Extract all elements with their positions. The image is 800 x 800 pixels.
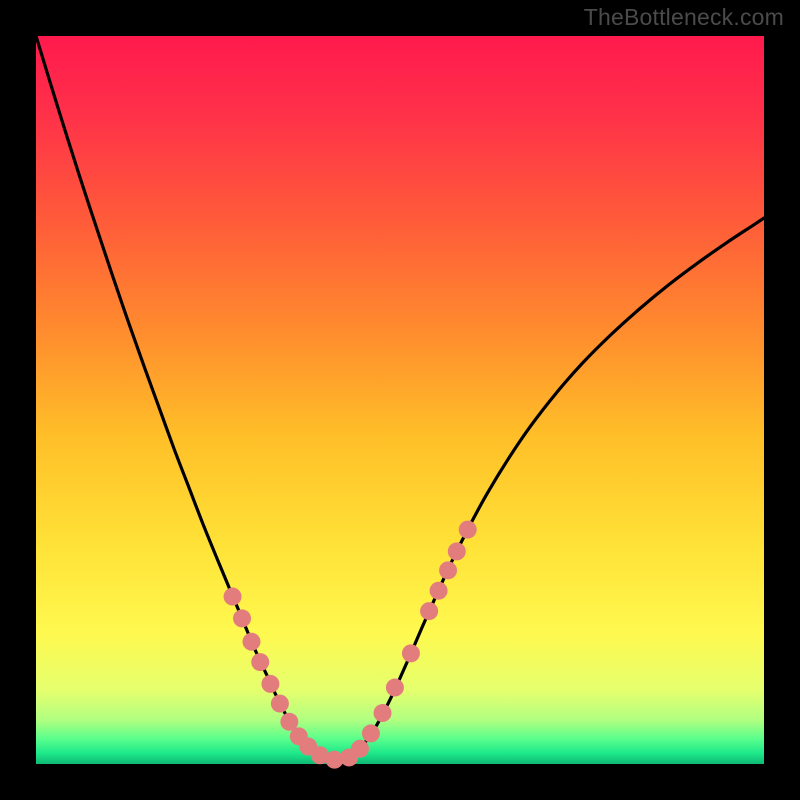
data-marker bbox=[386, 679, 404, 697]
chart-stage: TheBottleneck.com bbox=[0, 0, 800, 800]
data-marker bbox=[362, 724, 380, 742]
data-marker bbox=[448, 542, 466, 560]
data-marker bbox=[402, 644, 420, 662]
watermark-text: TheBottleneck.com bbox=[584, 4, 784, 31]
data-marker bbox=[242, 633, 260, 651]
data-marker bbox=[430, 582, 448, 600]
data-marker bbox=[233, 609, 251, 627]
data-marker bbox=[439, 561, 457, 579]
data-marker bbox=[420, 602, 438, 620]
data-marker bbox=[271, 695, 289, 713]
data-marker bbox=[261, 675, 279, 693]
data-marker bbox=[351, 740, 369, 758]
chart-gradient-bg bbox=[36, 36, 764, 764]
data-marker bbox=[224, 588, 242, 606]
data-marker bbox=[251, 653, 269, 671]
data-marker bbox=[374, 704, 392, 722]
bottleneck-curve-chart bbox=[0, 0, 800, 800]
data-marker bbox=[459, 521, 477, 539]
